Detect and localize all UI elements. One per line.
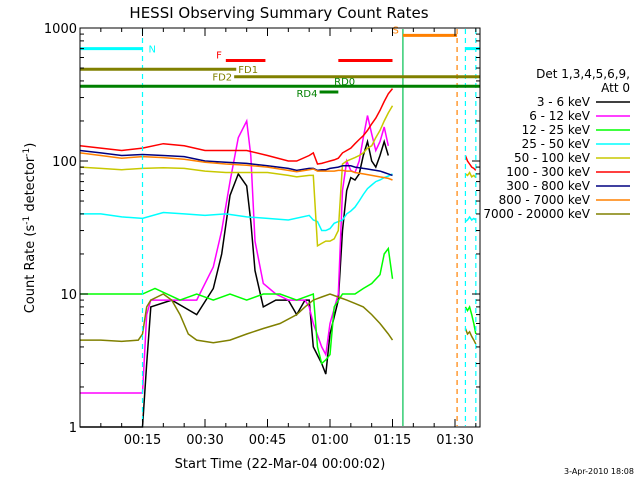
series-line-2	[80, 246, 394, 365]
legend-label-4: 50 - 100 keV	[514, 151, 591, 165]
y-axis-label-sup2: -1	[22, 148, 32, 157]
y-tick-label-2: 100	[52, 155, 77, 170]
x-axis-ticks: 00:15 00:30 00:45 01:00 01:15 01:30	[100, 28, 477, 448]
flag-label-6: RD4	[296, 89, 317, 100]
x-tick-label-0: 00:15	[124, 433, 161, 448]
late-series-line-2	[464, 171, 477, 179]
y-axis-label-main: Count Rate (s	[23, 225, 38, 314]
y-axis-label-mid: detector	[23, 156, 38, 216]
legend-label-2: 12 - 25 keV	[522, 123, 591, 137]
legend-title-line1: Det 1,3,4,5,6,9,	[536, 67, 630, 81]
plot-frame	[79, 27, 481, 428]
x-tick-label-1: 00:30	[186, 433, 223, 448]
series-line-4	[79, 105, 394, 248]
flag-label-3: FD1	[238, 65, 258, 76]
y-tick-label-1: 10	[60, 288, 77, 303]
y-axis-ticks: 1 10 100 1000	[44, 22, 480, 436]
y-axis-label-end: )	[23, 143, 38, 148]
y-axis-label-sup: -1	[22, 216, 32, 225]
series-line-3	[80, 173, 393, 232]
series-line-7	[79, 152, 393, 181]
plot-content: N S F FD1 FD2 RD0 RD4	[79, 25, 480, 428]
x-tick-label-3: 01:00	[311, 433, 348, 448]
legend-label-5: 100 - 300 keV	[506, 165, 590, 179]
legend-label-1: 6 - 12 keV	[529, 109, 591, 123]
legend-label-7: 800 - 7000 keV	[499, 193, 591, 207]
late-series-line-0	[464, 155, 477, 171]
late-series-line-1	[464, 215, 477, 223]
late-series-line-4	[464, 328, 477, 345]
y-tick-label-3: 1000	[44, 22, 77, 37]
legend-label-8: 7000 - 20000 keV	[483, 207, 590, 221]
flag-label-0: N	[149, 45, 156, 56]
legend-label-3: 25 - 50 keV	[522, 137, 591, 151]
y-axis-label: Count Rate (s-1 detector-1)	[22, 143, 38, 314]
timestamp: 3-Apr-2010 18:08	[564, 467, 634, 476]
late-series-line-3	[464, 304, 477, 335]
chart-title: HESSI Observing Summary Count Rates	[129, 4, 428, 22]
legend-label-6: 300 - 800 keV	[506, 179, 590, 193]
series-line-5	[79, 88, 394, 165]
flag-label-4: FD2	[212, 73, 232, 84]
x-tick-label-2: 00:45	[249, 433, 286, 448]
series-line-8	[80, 293, 394, 344]
series-line-6	[79, 149, 393, 177]
legend-title-line2: Att 0	[601, 81, 630, 95]
x-axis-label: Start Time (22-Mar-04 00:00:02)	[175, 457, 386, 472]
flag-label-1: S	[393, 25, 399, 36]
flag-label-2: F	[216, 50, 222, 61]
legend-label-0: 3 - 6 keV	[537, 95, 591, 109]
y-tick-label-0: 1	[69, 421, 77, 436]
x-tick-label-5: 01:30	[436, 433, 473, 448]
flag-label-5: RD0	[334, 77, 355, 88]
x-tick-label-4: 01:15	[374, 433, 411, 448]
